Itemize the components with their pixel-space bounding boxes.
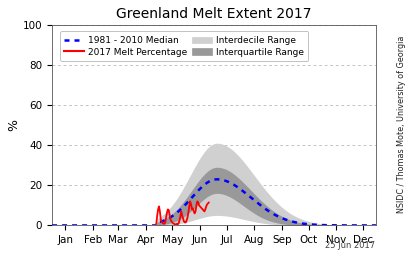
Legend: 1981 - 2010 Median, 2017 Melt Percentage, Interdecile Range, Interquartile Range: 1981 - 2010 Median, 2017 Melt Percentage…	[60, 31, 308, 61]
Y-axis label: %: %	[7, 119, 20, 131]
Text: NSIDC / Thomas Mote, University of Georgia: NSIDC / Thomas Mote, University of Georg…	[396, 36, 405, 213]
Text: 25 Jun 2017: 25 Jun 2017	[325, 242, 375, 250]
Title: Greenland Melt Extent 2017: Greenland Melt Extent 2017	[116, 7, 311, 21]
